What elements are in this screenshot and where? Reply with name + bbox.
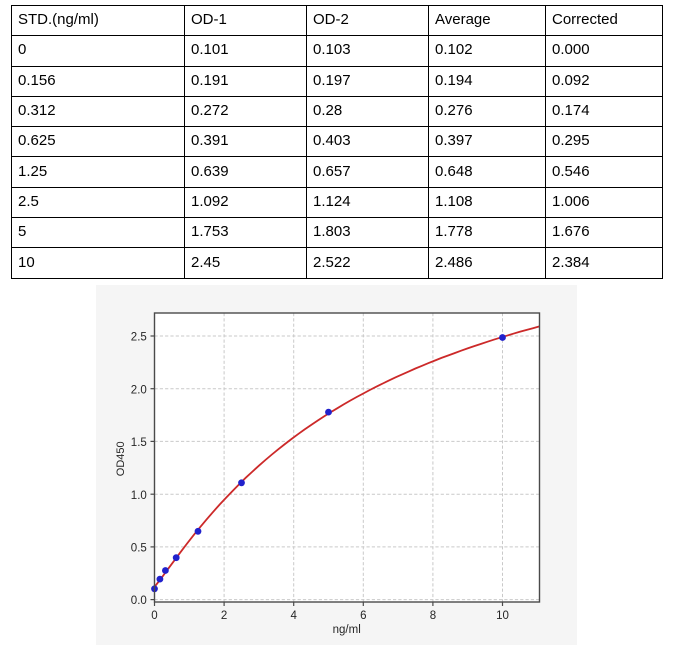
svg-text:8: 8	[430, 610, 436, 622]
svg-text:2.5: 2.5	[131, 332, 147, 344]
svg-text:1.0: 1.0	[131, 490, 147, 502]
svg-text:0.0: 0.0	[131, 595, 147, 607]
svg-text:ng/ml: ng/ml	[333, 624, 361, 636]
svg-text:0.5: 0.5	[131, 543, 147, 555]
svg-text:6: 6	[360, 610, 366, 622]
svg-text:2.0: 2.0	[131, 384, 147, 396]
svg-text:2: 2	[221, 610, 227, 622]
svg-text:OD450: OD450	[115, 441, 127, 476]
svg-text:4: 4	[290, 610, 297, 622]
svg-text:1.5: 1.5	[131, 437, 147, 449]
svg-text:10: 10	[496, 610, 509, 622]
svg-text:0: 0	[151, 610, 157, 622]
